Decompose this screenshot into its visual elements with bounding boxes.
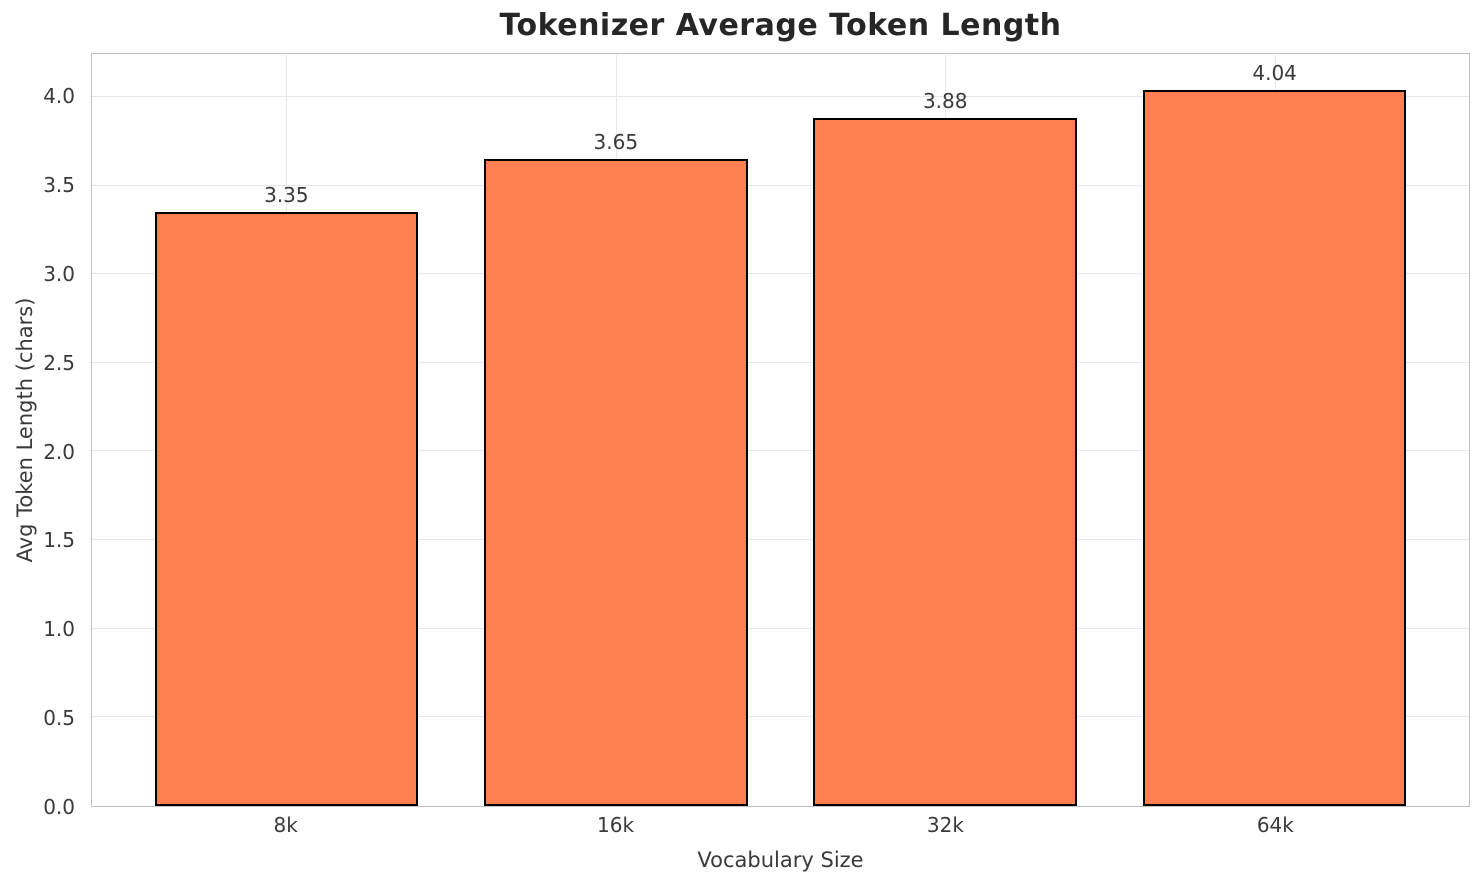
chart-title: Tokenizer Average Token Length: [499, 8, 1062, 43]
x-tick-label: 64k: [1256, 813, 1294, 837]
bar-value-label: 3.65: [593, 129, 639, 154]
y-tick-label: 0.0: [43, 795, 75, 819]
horizontal-gridline: [92, 184, 1469, 186]
y-tick-label: 1.0: [43, 617, 75, 642]
horizontal-gridline: [92, 95, 1469, 97]
bar-64k: [1142, 89, 1407, 806]
y-tick-label: 2.0: [43, 439, 75, 464]
y-axis-label: Avg Token Length (chars): [13, 297, 37, 563]
horizontal-gridline: [92, 539, 1469, 541]
bar-value-label: 3.35: [264, 183, 309, 208]
x-axis-label: Vocabulary Size: [697, 848, 864, 872]
x-tick-label: 16k: [597, 813, 635, 837]
x-tick-label: 8k: [273, 813, 298, 837]
x-tick-label: 32k: [926, 813, 964, 837]
y-tick-label: 2.5: [43, 350, 75, 375]
y-tick-label: 0.5: [43, 706, 75, 731]
x-axis-ticks: 8k 16k 32k 64k: [91, 813, 1470, 841]
y-tick-label: 1.5: [43, 528, 75, 553]
horizontal-gridline: [92, 450, 1469, 452]
bar-32k: [813, 118, 1077, 806]
horizontal-gridline: [92, 361, 1469, 363]
bar-8k: [154, 212, 419, 806]
horizontal-gridline: [92, 627, 1469, 629]
horizontal-gridline: [92, 716, 1469, 718]
y-tick-label: 3.0: [43, 261, 75, 286]
y-tick-label: 3.5: [43, 172, 75, 197]
y-tick-label: 4.0: [43, 84, 75, 109]
horizontal-gridline: [92, 273, 1469, 275]
plot-area: 3.35 3.65 3.88 4.04: [91, 53, 1470, 807]
bar-16k: [484, 158, 748, 806]
bar-value-label: 3.88: [922, 89, 968, 114]
y-axis-ticks: 0.0 0.5 1.0 1.5 2.0 2.5 3.0 3.5 4.0: [0, 53, 83, 819]
bar-value-label: 4.04: [1252, 60, 1297, 85]
